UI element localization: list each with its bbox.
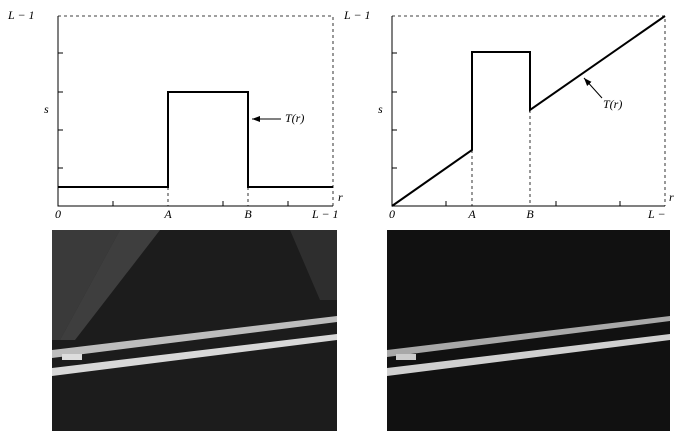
vehicle	[396, 354, 416, 360]
a-label: A	[467, 207, 476, 221]
ticks	[58, 52, 289, 206]
photo	[387, 230, 670, 431]
x-label: r	[338, 190, 343, 204]
x-max-label: L − 1	[311, 207, 339, 221]
transfer-curve	[391, 15, 666, 207]
x-origin: 0	[55, 207, 61, 221]
image-right	[387, 230, 670, 431]
shoulder	[290, 230, 337, 300]
plot-right: L − 1 s T(r) r 0 A B L −	[343, 8, 674, 221]
x-label: r	[669, 190, 674, 204]
b-label: B	[526, 207, 534, 221]
plot-left: L − 1 s T(r) r 0 A B L − 1	[7, 8, 343, 221]
y-label: s	[44, 102, 49, 116]
arrow	[583, 77, 603, 99]
frame	[58, 15, 334, 206]
x-max-label: L −	[647, 207, 666, 221]
road-edge	[387, 334, 670, 376]
y-max-label: L − 1	[343, 8, 371, 22]
transfer-curve	[58, 91, 333, 188]
b-label: B	[244, 207, 252, 221]
y-max-label: L − 1	[7, 8, 35, 22]
guides	[167, 187, 249, 206]
a-label: A	[163, 207, 172, 221]
road-edge	[387, 316, 670, 357]
shoulder	[60, 230, 160, 340]
road-edge	[52, 316, 337, 358]
guides	[471, 110, 531, 206]
curve-label: T(r)	[603, 97, 622, 111]
image-left	[52, 230, 337, 431]
road-edge	[52, 334, 337, 376]
axes	[57, 16, 333, 207]
y-label: s	[378, 102, 383, 116]
vehicle	[62, 354, 82, 360]
x-origin: 0	[389, 207, 395, 221]
shoulder	[52, 230, 120, 340]
curve-label: T(r)	[285, 111, 304, 125]
ticks	[392, 52, 621, 206]
